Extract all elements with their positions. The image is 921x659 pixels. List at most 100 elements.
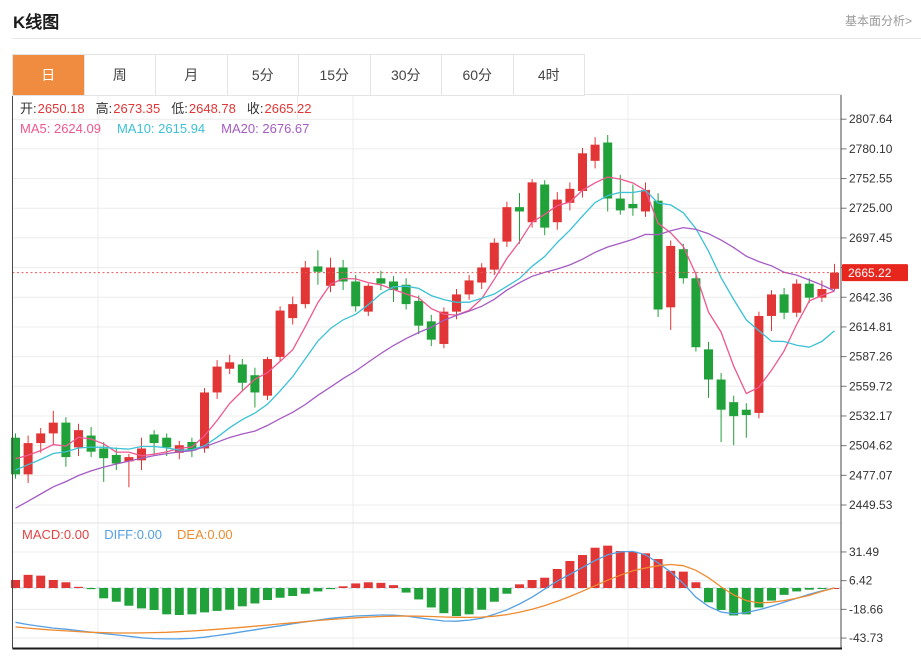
macd-info-bar: MACD:0.00 DIFF:0.00 DEA:0.00 [22,527,233,542]
macd-bar [527,579,537,588]
macd-bar [590,547,600,588]
candle-body [250,375,260,393]
candle-body [439,311,449,344]
macd-bar [338,586,348,588]
macd-bar [414,588,424,600]
macd-bar [464,588,474,615]
macd-bar [313,588,323,592]
candle-body [527,182,537,223]
macd-bar [137,588,146,609]
low-value: 低:2648.78 [171,101,236,116]
candle-body [162,437,172,448]
macd-bar [704,588,713,603]
macd-bar [149,588,159,610]
tab-day[interactable]: 日 [13,55,85,95]
candle-body [691,278,701,348]
macd-bar [225,588,235,610]
candle-body [225,362,235,369]
price-axis-label: 2752.55 [849,172,893,186]
candle-body [426,321,436,340]
candle-body [300,267,310,305]
candle-body [741,409,751,416]
macd-bar [578,555,587,588]
candle-body [212,366,222,393]
macd-bar [817,588,827,589]
macd-bar [678,571,688,588]
macd-bar [288,588,298,597]
ma5-value: MA5: 2624.09 [20,121,101,136]
candle-body [704,349,713,380]
candle-body [174,445,184,453]
macd-bar [61,582,71,588]
dea-value: DEA:0.00 [177,527,233,542]
macd-bar [376,582,386,588]
macd-bar [250,588,260,604]
candle-body [628,203,638,209]
candle-body [36,433,46,444]
fundamental-analysis-link[interactable]: 基本面分析> [844,14,912,28]
price-axis-label: 2780.10 [849,142,893,156]
ma10-line [15,189,835,471]
candle-body [678,249,688,279]
tab-60min[interactable]: 60分 [442,55,514,95]
macd-axis-label: -18.66 [849,602,883,616]
macd-bar [300,588,310,594]
price-axis-label: 2614.81 [849,320,893,334]
candle-body [653,200,663,310]
macd-bar [477,588,487,610]
tab-4hour[interactable]: 4时 [537,67,560,83]
candle-body [804,283,814,298]
tab-15min[interactable]: 15分 [299,55,371,95]
candle-body [779,294,789,313]
tab-5min[interactable]: 5分 [228,55,299,95]
candle-body [565,188,575,203]
candle-body [48,422,58,434]
candle-body [288,304,298,319]
candle-body [376,278,386,284]
candle-body [590,144,600,161]
price-axis-label: 2642.36 [849,290,893,304]
price-axis-label: 2725.00 [849,201,893,215]
macd-bar [74,586,83,588]
tab-week[interactable]: 周 [85,55,156,95]
macd-bar [641,553,650,588]
macd-bar [48,579,58,588]
candle-body [666,245,676,308]
candle-body [237,364,247,383]
candle-body [74,430,83,448]
candle-body [111,454,121,464]
candle-body [149,434,159,444]
macd-bar [754,588,764,608]
candle-body [464,280,474,295]
candle-body [502,207,512,242]
candle-body [275,310,285,357]
macd-bar [804,588,814,590]
macd-axis-label: 31.49 [849,545,879,559]
macd-bar [36,575,46,588]
price-axis-label: 2587.26 [849,350,893,364]
candle-body [86,435,96,452]
candle-body [603,142,613,199]
ma10-value: MA10: 2615.94 [116,121,206,136]
candle-body [615,198,625,211]
price-axis-label: 2504.62 [849,439,893,453]
macd-bar [174,588,184,616]
macd-bar [540,577,550,588]
macd-bar [779,588,789,595]
candle-body [754,315,764,413]
tab-month[interactable]: 月 [156,55,228,95]
ma20-value: MA20: 2676.67 [221,121,310,136]
candle-body [792,283,802,313]
macd-bar [439,588,449,614]
price-axis-label: 2449.53 [849,498,893,512]
period-tab-bar: 日 周 月 5分 15分 30分 60分 4时 [12,54,585,96]
current-price-badge [842,264,908,282]
macd-bar [389,585,398,588]
candle-body [137,448,146,461]
candle-body [389,281,398,291]
candle-body [578,153,587,191]
tab-30min[interactable]: 30分 [371,55,442,95]
macd-bar [452,588,461,617]
